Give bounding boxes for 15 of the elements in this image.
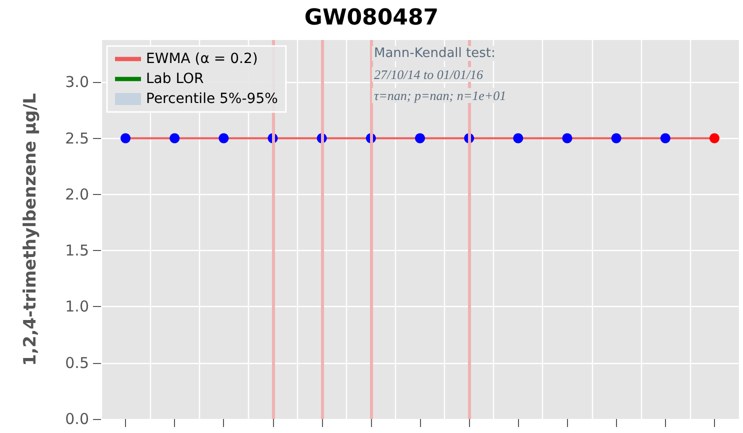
legend-label: Lab LOR bbox=[146, 71, 204, 87]
y-tick-label: 1.5 bbox=[65, 242, 89, 260]
chart-title: GW080487 bbox=[304, 6, 439, 30]
y-tick-label: 2.5 bbox=[65, 129, 89, 148]
annotation: 27/10/14 to 01/01/16 bbox=[374, 67, 484, 82]
legend-label: EWMA (α = 0.2) bbox=[146, 51, 258, 67]
y-tick-label: 0.5 bbox=[65, 354, 89, 372]
y-tick-label: 1.0 bbox=[65, 298, 89, 316]
y-tick-label: 0.0 bbox=[65, 410, 89, 428]
y-tick-label: 3.0 bbox=[65, 73, 89, 92]
annotation: τ=nan; p=nan; n=1e+01 bbox=[374, 88, 506, 103]
legend-label: Percentile 5%-95% bbox=[146, 91, 278, 107]
y-axis-title: 1,2,4-trimethylbenzene µg/L bbox=[20, 93, 40, 366]
annotation: Mann-Kendall test: bbox=[374, 46, 496, 61]
y-tick-label: 2.0 bbox=[65, 185, 89, 204]
